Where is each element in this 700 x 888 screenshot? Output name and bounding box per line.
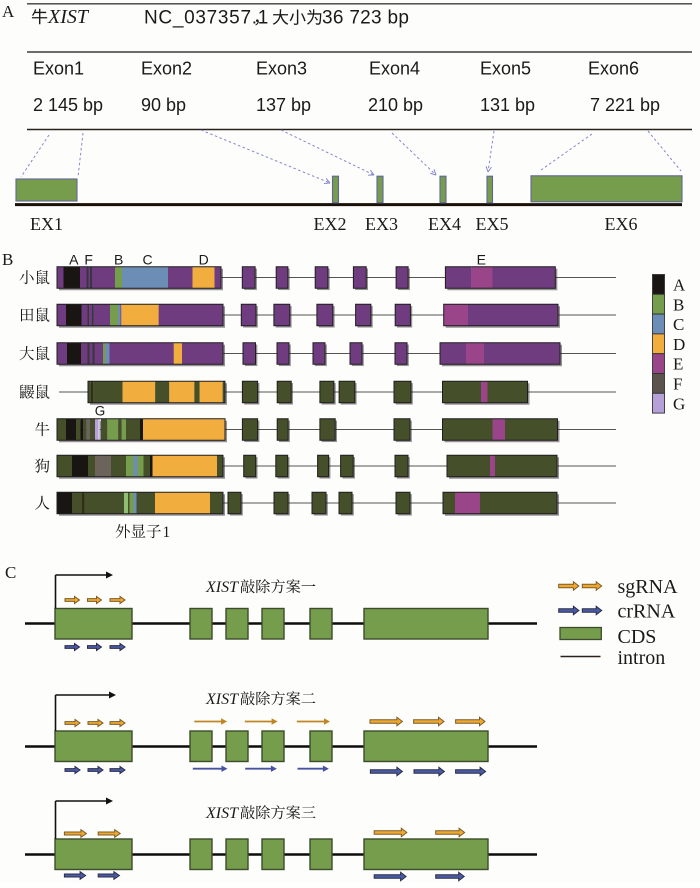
svg-text:EX3: EX3 (365, 214, 398, 234)
svg-text:XIST: XIST (205, 691, 239, 708)
svg-text:E: E (673, 355, 683, 374)
svg-text:F: F (673, 375, 682, 394)
svg-text:intron: intron (618, 647, 666, 669)
svg-text:EX6: EX6 (605, 214, 638, 234)
svg-text:Exon3: Exon3 (256, 59, 307, 79)
svg-text:D: D (673, 335, 685, 354)
svg-text:A: A (69, 252, 79, 268)
svg-text:C: C (5, 563, 16, 582)
svg-text:F: F (84, 252, 93, 268)
svg-text:A: A (2, 2, 15, 21)
svg-text:Exon2: Exon2 (141, 59, 192, 79)
svg-text:EX4: EX4 (428, 214, 461, 234)
svg-text:EX1: EX1 (30, 214, 63, 234)
svg-text:B: B (114, 252, 123, 268)
svg-text:G: G (95, 404, 106, 419)
svg-text:XIST: XIST (205, 805, 239, 822)
svg-text:crRNA: crRNA (618, 601, 676, 623)
svg-text:210 bp: 210 bp (368, 95, 423, 115)
svg-text:G: G (673, 394, 685, 413)
svg-text:sgRNA: sgRNA (618, 576, 679, 598)
svg-text:131 bp: 131 bp (480, 95, 535, 115)
svg-text:A: A (673, 276, 686, 295)
svg-text:D: D (199, 252, 209, 268)
svg-text:2 145 bp: 2 145 bp (33, 95, 103, 115)
svg-text:1: 1 (163, 524, 171, 541)
svg-text:CDS: CDS (618, 626, 657, 648)
svg-text:Exon6: Exon6 (588, 59, 639, 79)
svg-text:137 bp: 137 bp (256, 95, 311, 115)
svg-text:36 723 bp: 36 723 bp (322, 8, 409, 29)
svg-text:90 bp: 90 bp (141, 95, 186, 115)
svg-text:XIST: XIST (47, 6, 90, 28)
svg-text:EX2: EX2 (314, 214, 347, 234)
svg-text:C: C (142, 252, 152, 268)
svg-text:EX5: EX5 (476, 214, 509, 234)
svg-text:E: E (477, 252, 486, 268)
svg-text:B: B (2, 250, 13, 269)
svg-text:7 221 bp: 7 221 bp (590, 95, 660, 115)
svg-text:NC_037357.1: NC_037357.1 (144, 8, 269, 29)
svg-text:Exon4: Exon4 (369, 59, 420, 79)
svg-text:XIST: XIST (205, 579, 239, 596)
svg-text:C: C (673, 315, 684, 334)
svg-text:Exon1: Exon1 (33, 59, 84, 79)
svg-text:B: B (673, 295, 684, 314)
svg-text:Exon5: Exon5 (480, 59, 531, 79)
